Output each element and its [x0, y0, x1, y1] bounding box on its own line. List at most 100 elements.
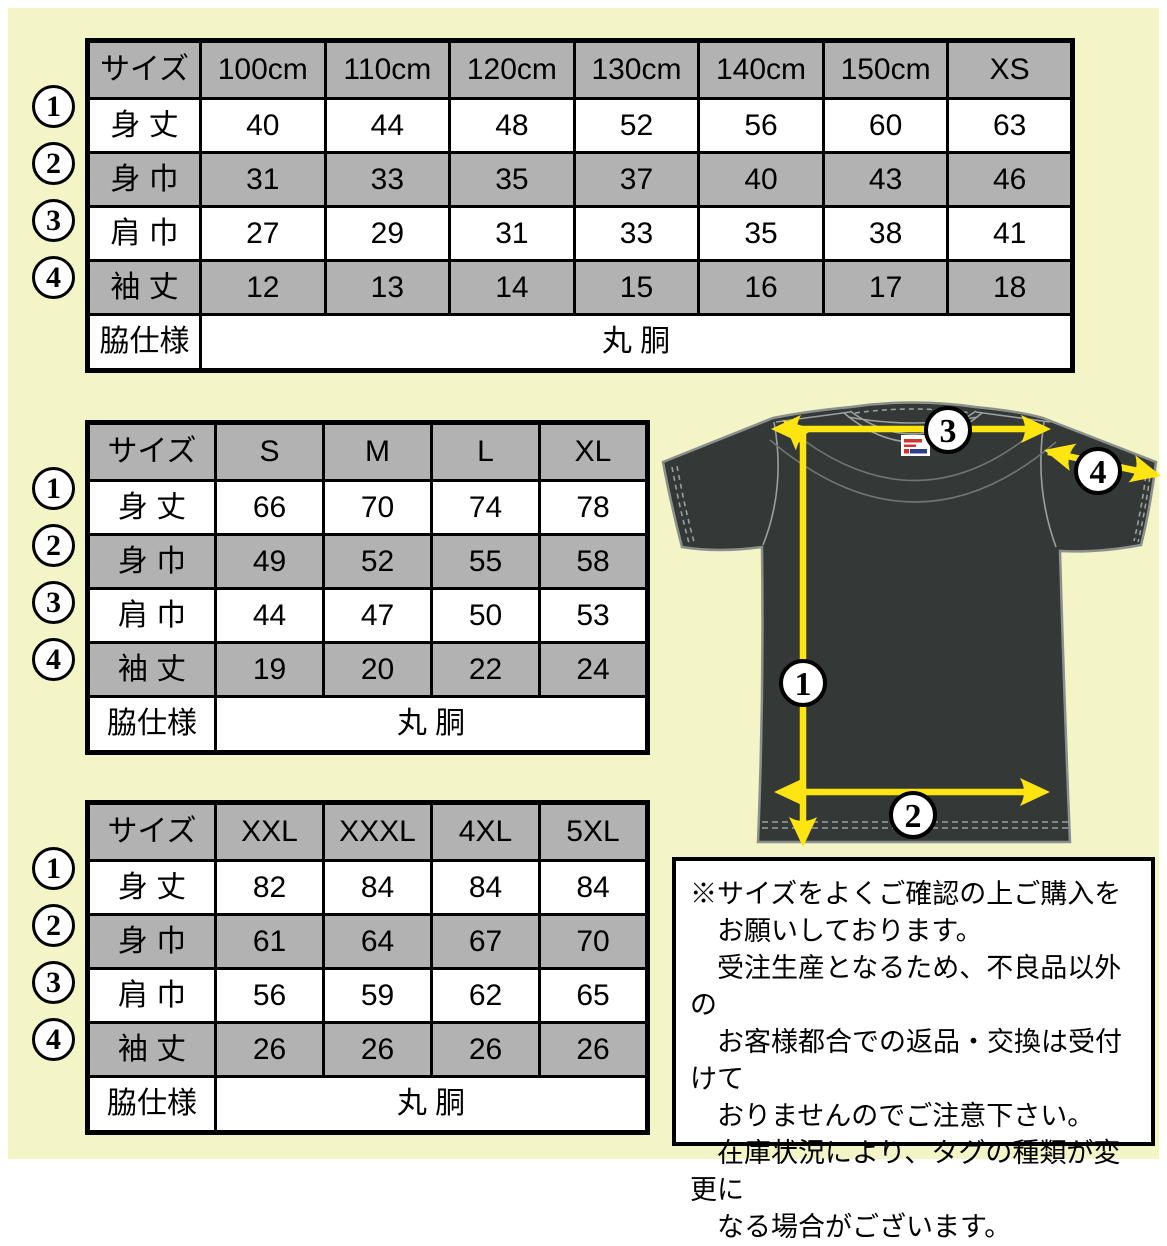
measurement-value: 35 — [448, 151, 576, 208]
row-marker-circle: 1 — [32, 847, 75, 890]
row-label: 身 丈 — [86, 859, 217, 916]
row-marker-circle: 1 — [32, 85, 75, 128]
measurement-value: 52 — [322, 533, 433, 590]
row-label: 肩 巾 — [86, 205, 202, 262]
marker-body-length: 1 — [779, 659, 827, 707]
measurement-value: 26 — [322, 1021, 433, 1078]
measurement-value: 78 — [538, 479, 649, 536]
row-label: 肩 巾 — [86, 967, 217, 1024]
measurement-value: 17 — [821, 259, 950, 316]
measurement-value: 70 — [322, 479, 433, 536]
measurement-value: 14 — [448, 259, 576, 316]
measurement-value: 62 — [430, 967, 541, 1024]
row-marker-circle: 3 — [32, 961, 75, 1004]
measurement-value: 33 — [323, 151, 452, 208]
marker-shoulder-width: 3 — [924, 406, 972, 454]
column-header: 120cm — [448, 39, 576, 100]
measurement-value: 70 — [538, 913, 649, 970]
measurement-value: 56 — [697, 97, 825, 154]
measurement-value: 74 — [430, 479, 541, 536]
measurement-value: 61 — [214, 913, 325, 970]
column-header: M — [322, 421, 433, 482]
measurement-value: 19 — [214, 641, 325, 698]
marker-2-text: 2 — [905, 798, 922, 835]
measurement-value: 27 — [199, 205, 327, 262]
measurement-value: 40 — [199, 97, 327, 154]
row-marker-circle: 2 — [32, 904, 75, 947]
side-spec-value: 丸 胴 — [199, 313, 1074, 372]
purchase-notice: ※サイズをよくご確認の上ご購入を お願いしております。 受注生産となるため、不良… — [672, 857, 1155, 1242]
size-table-kids-wrap: 1 2 3 4 サイズ 100cm 110cm 120cm 130cm 140cm 150cm XS 身… — [32, 38, 1075, 373]
measurement-value: 48 — [448, 97, 576, 154]
size-header-label: サイズ — [86, 39, 202, 100]
column-header: S — [214, 421, 325, 482]
column-header: 150cm — [821, 39, 950, 100]
measurement-value: 63 — [946, 97, 1074, 154]
size-header-label: サイズ — [86, 421, 217, 482]
row-marker-circle: 4 — [32, 638, 75, 681]
measurement-value: 37 — [572, 151, 701, 208]
size-table-adult: サイズ S M L XL 身 丈 66 70 74 78 身 巾 49 52 55 58 肩 巾 44 47 50 5… — [85, 420, 650, 755]
column-header: 100cm — [199, 39, 327, 100]
column-header: 110cm — [323, 39, 452, 100]
side-spec-value: 丸 胴 — [214, 695, 649, 754]
column-header: XL — [538, 421, 649, 482]
column-header: 130cm — [572, 39, 701, 100]
size-header-label: サイズ — [86, 801, 217, 862]
measurement-value: 46 — [946, 151, 1074, 208]
measurement-value: 66 — [214, 479, 325, 536]
row-label: 身 巾 — [86, 151, 202, 208]
column-header: 5XL — [538, 801, 649, 862]
measurement-value: 20 — [322, 641, 433, 698]
measurement-value: 60 — [821, 97, 950, 154]
measurement-value: 22 — [430, 641, 541, 698]
row-label: 袖 丈 — [86, 641, 217, 698]
measurement-value: 65 — [538, 967, 649, 1024]
row-marker-circle: 1 — [32, 467, 75, 510]
marker-1-text: 1 — [795, 666, 812, 703]
row-marker-circle: 4 — [32, 1018, 75, 1061]
measurement-value: 58 — [538, 533, 649, 590]
row-label: 身 丈 — [86, 479, 217, 536]
tshirt-body — [661, 401, 1158, 844]
measurement-value: 33 — [572, 205, 701, 262]
measurement-value: 26 — [538, 1021, 649, 1078]
row-marker-circle: 2 — [32, 142, 75, 185]
measurement-value: 67 — [430, 913, 541, 970]
column-header: XS — [946, 39, 1074, 100]
row-marker-circle: 3 — [32, 199, 75, 242]
measurement-value: 12 — [199, 259, 327, 316]
size-chart-page: 1 2 3 4 サイズ 100cm 110cm 120cm 130cm 140cm 150cm XS 身… — [8, 8, 1165, 1242]
row-label: 身 丈 — [86, 97, 202, 154]
marker-body-width: 2 — [889, 791, 937, 839]
neck-label — [901, 435, 930, 456]
measurement-value: 13 — [323, 259, 452, 316]
measurement-value: 26 — [430, 1021, 541, 1078]
measurement-value: 29 — [323, 205, 452, 262]
shirt-markers: 1 2 3 4 — [779, 406, 1122, 839]
marker-sleeve-length: 4 — [1074, 447, 1122, 495]
row-marker-circle: 4 — [32, 256, 75, 299]
measurement-value: 24 — [538, 641, 649, 698]
measurement-value: 84 — [430, 859, 541, 916]
measurement-value: 49 — [214, 533, 325, 590]
column-header: XXL — [214, 801, 325, 862]
measurement-value: 56 — [214, 967, 325, 1024]
size-table-kids: サイズ 100cm 110cm 120cm 130cm 140cm 150cm XS 身 丈 40… — [85, 38, 1075, 373]
measurement-value: 64 — [322, 913, 433, 970]
measurement-value: 44 — [323, 97, 452, 154]
measurement-value: 31 — [199, 151, 327, 208]
marker-3-text: 3 — [940, 413, 957, 450]
row-label: 袖 丈 — [86, 259, 202, 316]
measurement-value: 26 — [214, 1021, 325, 1078]
row-marker-circle: 3 — [32, 581, 75, 624]
size-table-big-wrap: 1 2 3 4 サイズ XXL XXXL 4XL 5XL 身 丈 82 84 84 84 身 巾 61 64 67… — [32, 800, 650, 1135]
measurement-value: 84 — [322, 859, 433, 916]
size-table-big: サイズ XXL XXXL 4XL 5XL 身 丈 82 84 84 84 身 巾 61 64 67 70 肩 … — [85, 800, 650, 1135]
measurement-value: 53 — [538, 587, 649, 644]
measurement-value: 18 — [946, 259, 1074, 316]
measurement-value: 31 — [448, 205, 576, 262]
measurement-value: 55 — [430, 533, 541, 590]
marker-4-text: 4 — [1090, 454, 1107, 491]
size-table-adult-wrap: 1 2 3 4 サイズ S M L XL 身 丈 66 70 74 78 身 巾 49 52 55 58 肩 巾 44 4… — [32, 420, 650, 755]
